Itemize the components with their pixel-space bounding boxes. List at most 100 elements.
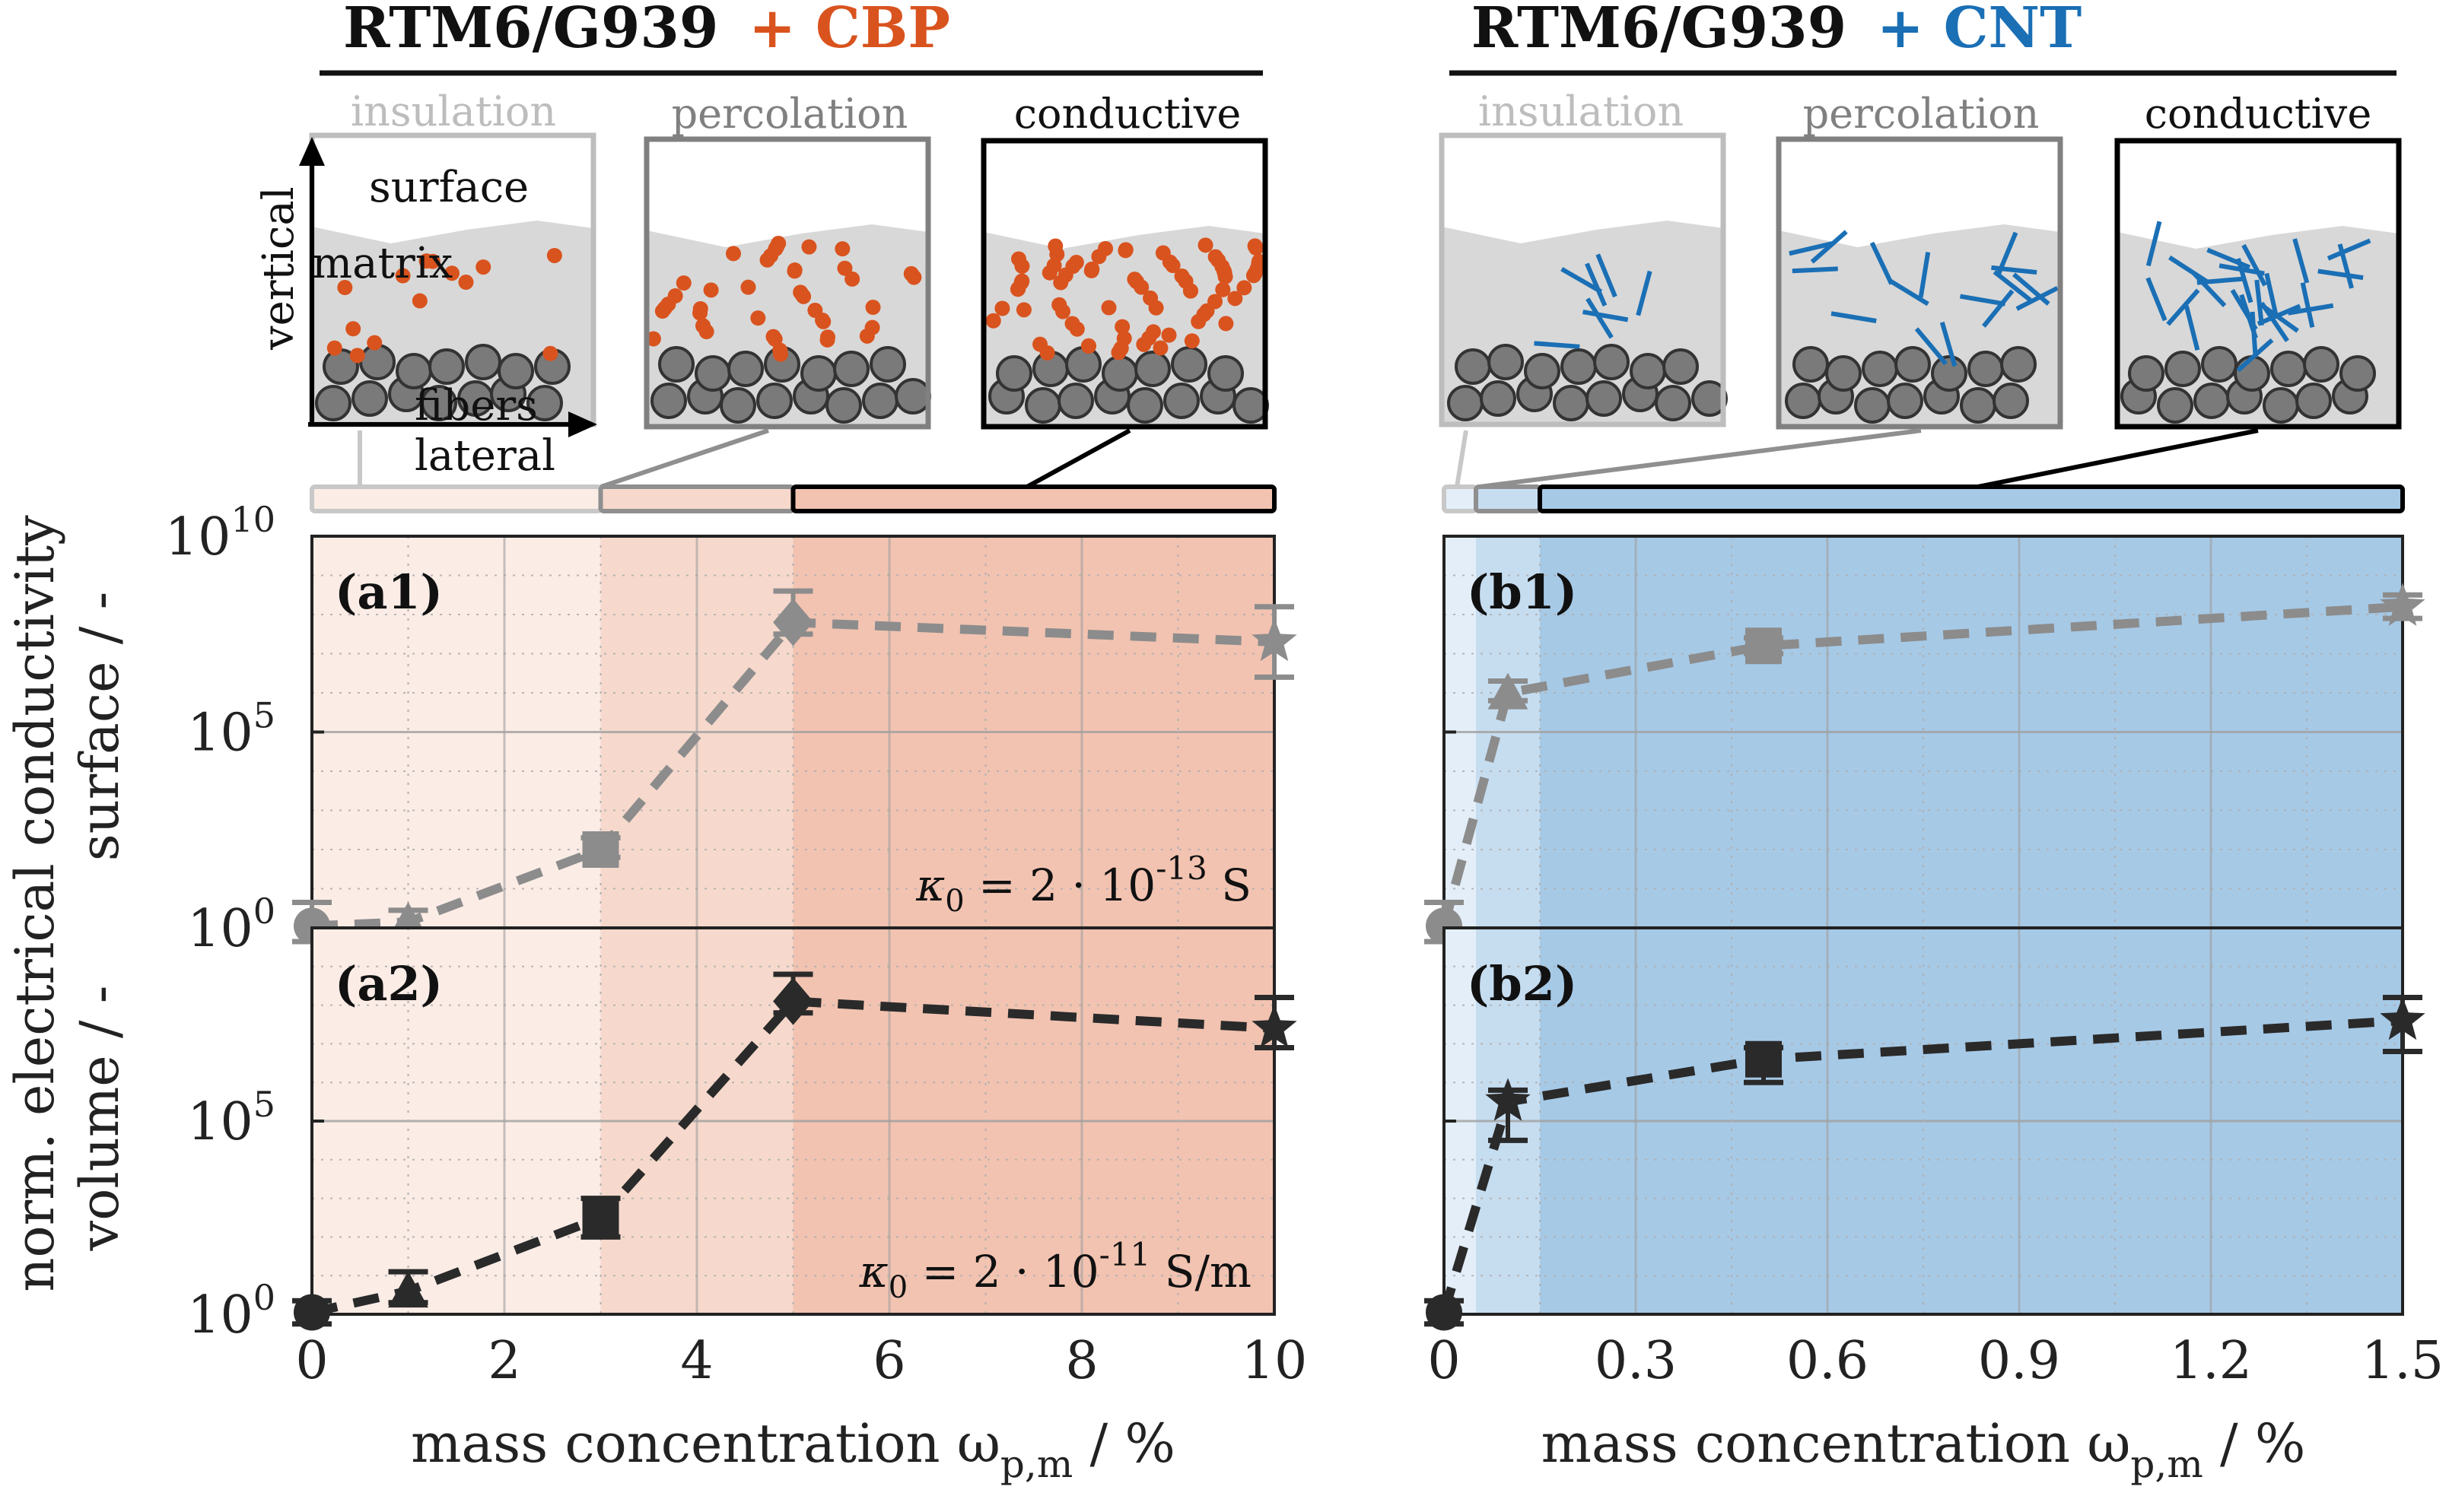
cbp-particle xyxy=(349,348,365,364)
data-point-star xyxy=(1485,1078,1531,1121)
cbp-particle xyxy=(542,345,558,361)
cbp-particle xyxy=(698,324,714,340)
cnt-tube xyxy=(1914,327,1948,366)
cnt-tube xyxy=(2236,338,2274,373)
data-point-square xyxy=(1745,627,1782,665)
cnt-tube xyxy=(2241,243,2267,287)
cbp-particle xyxy=(1053,275,1069,291)
panel-a1: 100 105 1010 (a1) κ0 = 2 · 10-13 S xyxy=(165,499,1297,959)
cbp-particle xyxy=(444,265,460,281)
cbp-range-percolation xyxy=(598,484,796,513)
series-line xyxy=(1439,602,2403,927)
cbp-stage-percolation: percolation xyxy=(672,90,908,138)
cnt-stage-insulation: insulation xyxy=(1478,87,1684,135)
fiber-circle xyxy=(825,387,862,424)
data-point-square xyxy=(582,1199,619,1236)
fiber-circle xyxy=(1862,351,1898,387)
fiber-circle xyxy=(1993,383,2029,419)
fiber-circle xyxy=(2128,355,2164,392)
x-tick-label: 0.6 xyxy=(1786,1331,1869,1391)
cbp-particle xyxy=(692,300,708,316)
cnt-tube xyxy=(1939,321,1958,367)
cnt-tube xyxy=(2145,221,2162,267)
cbp-particle xyxy=(844,271,860,287)
fiber-circle xyxy=(2270,351,2307,387)
schematic-box-cnt-0 xyxy=(1439,132,1728,427)
fiber-circle xyxy=(465,344,501,380)
fiber-circle xyxy=(2164,351,2201,387)
fiber-circle xyxy=(727,351,764,387)
x-tick-label: 10 xyxy=(1242,1331,1308,1391)
cnt-tube xyxy=(1869,241,1894,285)
fiber-circle xyxy=(1655,385,1691,421)
cbp-particle xyxy=(1032,336,1048,352)
cbp-particle xyxy=(725,246,741,262)
cbp-particle xyxy=(1101,300,1117,316)
cnt-tube xyxy=(2327,238,2371,261)
fiber-circle xyxy=(895,378,931,415)
fiber-circle xyxy=(1792,346,1829,383)
fiber-circle xyxy=(1102,355,1138,392)
cbp-particle xyxy=(816,313,832,329)
cnt-tube xyxy=(2239,294,2258,339)
schematic-box-cbp-2 xyxy=(981,138,1269,430)
cbp-particle xyxy=(395,268,411,284)
cbp-particle xyxy=(807,303,823,319)
schematic-frame xyxy=(981,138,1268,430)
cbp-particle xyxy=(1184,333,1200,349)
schematics xyxy=(309,132,2402,430)
cnt-tube xyxy=(2259,302,2299,333)
x-tick-label: 0 xyxy=(295,1331,328,1391)
fiber-circle xyxy=(1630,353,1666,389)
fiber-circle xyxy=(428,348,465,385)
cnt-connector-insulation xyxy=(1455,430,1468,488)
cnt-tube xyxy=(2254,279,2264,326)
cbp-particle xyxy=(1143,290,1159,306)
schematic-frame xyxy=(644,136,931,430)
schematic-lateral-label: lateral xyxy=(415,431,555,481)
cbp-particle xyxy=(1217,265,1232,281)
fiber-circle xyxy=(2193,383,2230,419)
cbp-particle xyxy=(1010,281,1026,297)
fiber-circle xyxy=(1480,380,1516,417)
fiber-circle xyxy=(695,355,731,392)
cbp-particle xyxy=(1227,291,1243,307)
cbp-particle xyxy=(837,260,853,276)
fiber-circle xyxy=(2000,346,2037,383)
cnt-tube xyxy=(2300,282,2315,329)
fiber-circle xyxy=(1127,387,1163,424)
cnt-stage-conductive: conductive xyxy=(2145,90,2372,138)
panel-label: (b2) xyxy=(1467,956,1577,1012)
cbp-stage-conductive: conductive xyxy=(1014,90,1242,138)
cbp-particle xyxy=(864,319,880,335)
cbp-particle xyxy=(819,329,835,345)
cbp-particle xyxy=(796,288,812,304)
fiber-circle xyxy=(421,385,457,421)
fiber-circle xyxy=(1065,346,1102,383)
left-title: RTM6/G939 + CBP xyxy=(343,0,950,61)
fiber-circle xyxy=(1931,355,1967,392)
cnt-tube xyxy=(1959,294,2006,307)
cbp-particle xyxy=(1128,274,1144,290)
fiber-circle xyxy=(1894,346,1931,383)
schematic-box-cbp-1 xyxy=(644,136,931,430)
cnt-tube xyxy=(2317,268,2364,281)
series-line xyxy=(1439,1015,2403,1314)
panel-label: (a1) xyxy=(335,564,443,620)
cbp-range-insulation xyxy=(310,484,603,513)
vertical-arrow-head xyxy=(299,137,325,166)
fiber-circle xyxy=(1960,387,1996,424)
cbp-particle xyxy=(367,335,383,351)
left-title-base: RTM6/G939 xyxy=(343,0,718,61)
cnt-tube xyxy=(1582,310,1629,322)
cbp-particle xyxy=(326,340,342,356)
fiber-circle xyxy=(1887,383,1923,419)
panel-a2: 100 105 0 2 4 6 8 10 mass concentration ωp,m / %… xyxy=(187,926,1308,1486)
cbp-particle xyxy=(767,331,783,347)
cnt-tube xyxy=(2012,272,2050,306)
cnt-connector-conductive xyxy=(1977,428,2259,489)
cnt-tube xyxy=(1636,270,1652,316)
cbp-particle xyxy=(1174,268,1190,284)
data-point-triangle xyxy=(1487,672,1528,710)
cnt-stage-percolation: percolation xyxy=(1803,90,2040,138)
